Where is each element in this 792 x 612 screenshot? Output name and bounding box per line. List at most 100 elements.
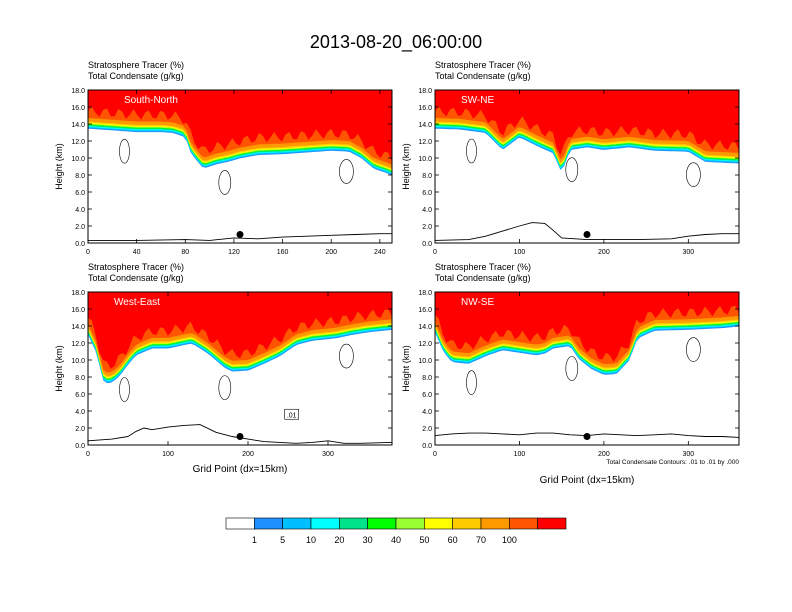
condensate-contour <box>119 377 130 402</box>
y-tick-label: 14.0 <box>418 324 432 331</box>
panel-subtitle-condensate: Total Condensate (g/kg) <box>435 273 531 283</box>
condensate-contour <box>565 157 579 182</box>
colorbar-cell <box>480 517 510 530</box>
y-tick-label: 10.0 <box>71 358 85 365</box>
condensate-contour <box>218 170 232 195</box>
panel-label: NW-SE <box>461 297 494 308</box>
x-tick-label: 160 <box>277 249 289 256</box>
y-tick-label: 14.0 <box>71 324 85 331</box>
tracer-transition-bands <box>435 292 739 375</box>
y-tick-label: 14.0 <box>418 122 432 129</box>
panel-subtitle-tracer: Stratosphere Tracer (%) <box>435 60 531 70</box>
condensate-contour <box>466 370 477 395</box>
colorbar-label: 50 <box>419 535 429 545</box>
colorbar-cell <box>254 517 283 530</box>
colorbar-cell <box>424 517 453 530</box>
y-axis-label: Height (km) <box>401 345 411 392</box>
location-marker <box>236 433 244 440</box>
x-tick-label: 300 <box>322 451 334 458</box>
condensate-contour <box>218 375 232 400</box>
x-tick-label: 0 <box>433 451 437 458</box>
y-axis-label: Height (km) <box>54 143 64 190</box>
colorbar-label: 10 <box>306 535 316 545</box>
x-tick-label: 300 <box>682 249 694 256</box>
colorbar-cell <box>452 517 482 530</box>
y-tick-label: 10.0 <box>418 358 432 365</box>
panel-sw-ne: Stratosphere Tracer (%)Total Condensate … <box>401 60 740 256</box>
y-tick-label: 6.0 <box>75 392 85 399</box>
colorbar: 1 5 10 20 30 40 50 60 70 100 <box>225 517 567 545</box>
panels: Stratosphere Tracer (%) Total Condensate … <box>54 60 740 486</box>
panel-label: South-North <box>124 95 178 106</box>
y-tick-label: 6.0 <box>422 190 432 197</box>
tracer-transition-bands <box>435 90 739 170</box>
colorbar-label: 30 <box>363 535 373 545</box>
y-tick-label: 18.0 <box>418 88 432 95</box>
y-tick-label: 16.0 <box>418 307 432 314</box>
y-tick-label: 12.0 <box>418 139 432 146</box>
y-tick-label: 2.0 <box>422 426 432 433</box>
plot-frame <box>87 291 393 446</box>
location-marker <box>236 231 244 238</box>
y-tick-label: 16.0 <box>71 105 85 112</box>
y-tick-label: 2.0 <box>75 224 85 231</box>
x-tick-label: 100 <box>514 249 526 256</box>
tracer-band-red-top <box>435 90 739 155</box>
y-axis-label: Height (km) <box>401 143 411 190</box>
colorbar-cell <box>537 517 567 530</box>
y-tick-label: 6.0 <box>75 190 85 197</box>
contour-label: .01 <box>287 412 297 419</box>
plot-area <box>435 292 739 445</box>
panel-subtitle-condensate: Total Condensate (g/kg) <box>88 273 184 283</box>
terrain-line <box>435 222 739 241</box>
colorbar-label: 20 <box>334 535 344 545</box>
panel-west-east: Stratosphere Tracer (%)Total Condensate … <box>54 262 393 475</box>
plot-frame <box>434 89 740 244</box>
figure-title: 2013-08-20_06:00:00 <box>310 32 482 53</box>
colorbar-label: 40 <box>391 535 401 545</box>
terrain-line <box>88 233 392 241</box>
colorbar-label: 100 <box>502 535 517 545</box>
x-tick-label: 80 <box>181 249 189 256</box>
plot-frame <box>434 291 740 446</box>
y-tick-label: 0.0 <box>422 443 432 450</box>
y-tick-label: 4.0 <box>75 207 85 214</box>
x-tick-label: 40 <box>133 249 141 256</box>
plot-area <box>435 90 739 243</box>
x-axis-label: Grid Point (dx=15km) <box>540 475 635 486</box>
panel-label: West-East <box>114 297 160 308</box>
tracer-band-red-top <box>435 292 739 362</box>
tracer-transition-bands <box>88 90 392 176</box>
y-tick-label: 8.0 <box>75 173 85 180</box>
x-axis-label: Grid Point (dx=15km) <box>193 464 288 475</box>
panel-subtitle-condensate: Total Condensate (g/kg) <box>88 71 184 81</box>
y-tick-label: 16.0 <box>71 307 85 314</box>
x-tick-label: 200 <box>242 451 254 458</box>
x-tick-label: 100 <box>514 451 526 458</box>
y-tick-label: 8.0 <box>422 173 432 180</box>
location-marker <box>583 231 591 238</box>
y-tick-label: 10.0 <box>418 156 432 163</box>
condensate-contour <box>119 138 130 164</box>
panel-label: SW-NE <box>461 95 494 106</box>
tracer-band-red-top <box>88 90 392 162</box>
condensate-contour <box>466 138 477 164</box>
y-tick-label: 0.0 <box>75 241 85 248</box>
x-tick-label: 100 <box>162 451 174 458</box>
y-tick-label: 18.0 <box>418 290 432 297</box>
contour-label-box <box>284 408 299 420</box>
y-tick-label: 12.0 <box>71 139 85 146</box>
colorbar-label: 5 <box>280 535 285 545</box>
x-tick-label: 240 <box>374 249 386 256</box>
contour-footnote: Total Condensate Contours: .01 to .01 by… <box>606 459 739 466</box>
x-tick-label: 120 <box>228 249 240 256</box>
y-tick-label: 6.0 <box>422 392 432 399</box>
colorbar-cell <box>310 517 340 530</box>
colorbar-cell <box>367 517 397 530</box>
y-tick-label: 2.0 <box>75 426 85 433</box>
location-marker <box>583 433 591 440</box>
x-tick-label: 0 <box>86 249 90 256</box>
x-tick-label: 0 <box>433 249 437 256</box>
x-tick-label: 0 <box>86 451 90 458</box>
